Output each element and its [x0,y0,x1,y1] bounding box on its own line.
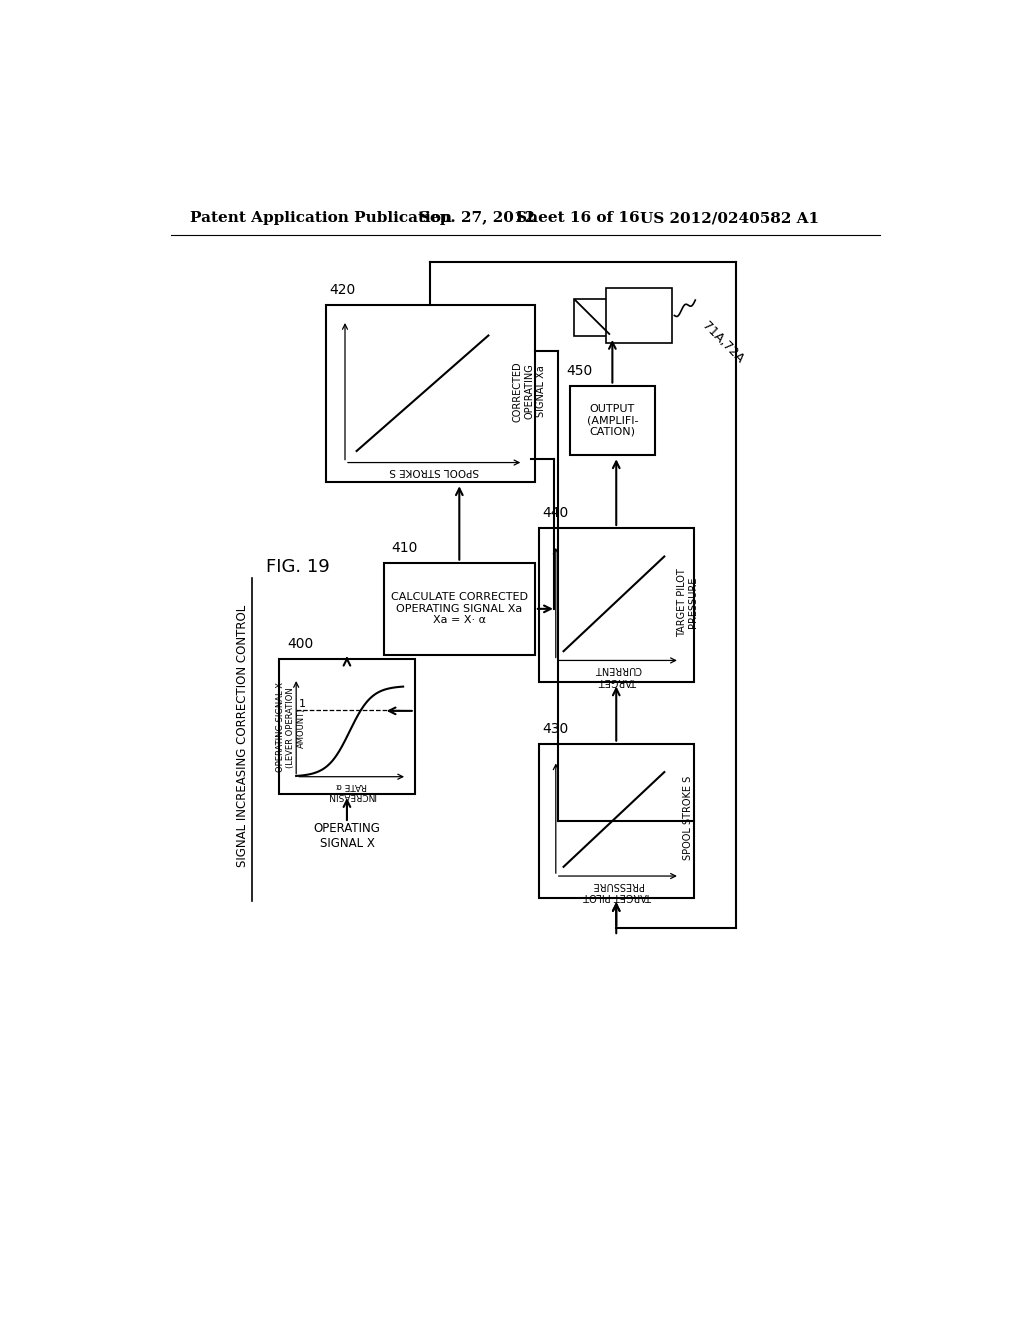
Text: Sep. 27, 2012: Sep. 27, 2012 [419,211,535,226]
Text: Sheet 16 of 16: Sheet 16 of 16 [515,211,639,226]
Text: TARGET PILOT
PRESSURE: TARGET PILOT PRESSURE [677,569,698,638]
Bar [606,288,672,343]
Text: US 2012/0240582 A1: US 2012/0240582 A1 [640,211,818,226]
Text: OUTPUT
(AMPLIFI-
CATION): OUTPUT (AMPLIFI- CATION) [587,404,638,437]
Text: SPOOL STROKE S: SPOOL STROKE S [389,466,479,477]
Text: 420: 420 [330,282,355,297]
Text: CALCULATE CORRECTED
OPERATING SIGNAL Xa
Xa = X· α: CALCULATE CORRECTED OPERATING SIGNAL Xa … [391,593,527,626]
Text: FIG. 19: FIG. 19 [266,557,330,576]
Text: SPOOL STROKE S: SPOOL STROKE S [683,776,692,861]
Text: 400: 400 [287,638,313,651]
Text: 410: 410 [391,541,418,554]
Text: OPERATING
SIGNAL X: OPERATING SIGNAL X [313,822,380,850]
Bar [539,528,693,682]
Text: OPERATING SIGNAL X
(LEVER OPERATION
AMOUNT): OPERATING SIGNAL X (LEVER OPERATION AMOU… [275,682,305,772]
Text: CORRECTED
OPERATING
SIGNAL Xa: CORRECTED OPERATING SIGNAL Xa [513,360,546,421]
Text: 430: 430 [543,722,569,737]
Bar [573,298,611,335]
Text: INCREASIN
RATE α: INCREASIN RATE α [328,780,376,800]
Text: 450: 450 [566,364,592,378]
Bar [280,659,415,793]
Text: Patent Application Publication: Patent Application Publication [190,211,452,226]
Bar [539,743,693,898]
Text: 440: 440 [543,507,569,520]
Text: 71A,72A: 71A,72A [699,319,745,366]
Bar [384,562,535,655]
Bar [326,305,535,482]
Text: TARGET
CURRENT: TARGET CURRENT [594,664,641,686]
Text: SIGNAL INCREASING CORRECTION CONTROL: SIGNAL INCREASING CORRECTION CONTROL [237,605,249,867]
Bar [569,385,655,455]
Text: 1: 1 [299,698,305,709]
Text: TARGET PILOT
PRESSURE: TARGET PILOT PRESSURE [584,880,652,902]
